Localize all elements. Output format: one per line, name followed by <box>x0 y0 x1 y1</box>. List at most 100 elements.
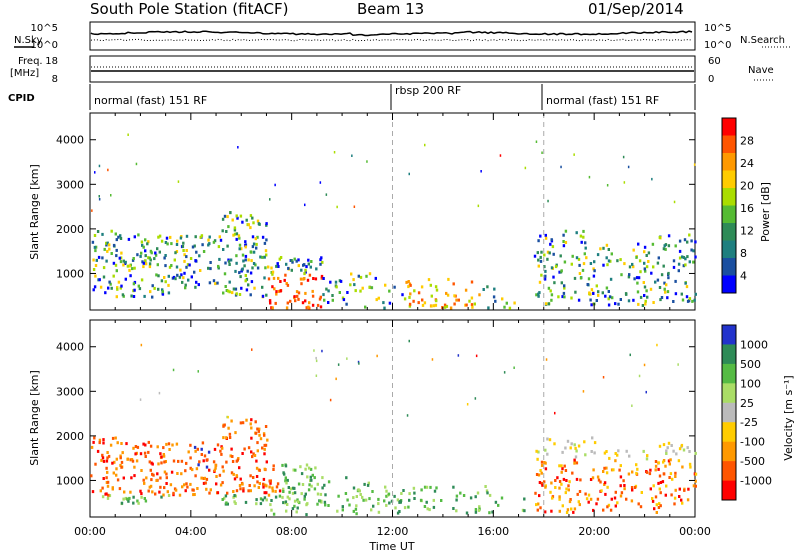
power-echo-cell <box>247 223 250 227</box>
power-echo-cell <box>677 269 680 273</box>
velocity-echo-cell <box>316 482 319 486</box>
velocity-echo-cell <box>659 504 662 508</box>
power-echo-cell <box>140 240 144 244</box>
power-echo-cell <box>429 283 432 287</box>
velocity-echo-cell <box>242 489 245 493</box>
power-echo-cell <box>194 235 197 239</box>
power-echo-cell <box>513 301 516 305</box>
velocity-echo-cell <box>271 486 274 490</box>
power-echo-cell <box>548 251 551 255</box>
velocity-echo-cell <box>259 497 263 501</box>
velocity-echo-cell <box>139 452 143 456</box>
power-echo-cell <box>533 254 537 258</box>
velocity-echo-cell <box>258 427 261 431</box>
power-echo-cell <box>443 305 447 309</box>
power-echo-cell <box>349 283 352 287</box>
velocity-echo-cell <box>560 464 563 468</box>
power-echo-cell <box>375 298 378 302</box>
power-echo-cell <box>597 290 600 294</box>
velocity-echo-cell <box>234 502 237 505</box>
power-echo-cell <box>194 285 197 289</box>
power-echo-cell <box>213 239 217 243</box>
power-echo-cell <box>322 277 325 280</box>
power-echo-cell <box>279 256 283 259</box>
power-echo-cell <box>582 229 585 233</box>
power-echo-cell <box>164 280 167 284</box>
power-echo-cell <box>564 241 568 244</box>
power-echo-cell <box>663 281 666 285</box>
velocity-echo-cell <box>622 479 625 483</box>
velocity-echo-cell <box>640 491 643 494</box>
colorbar-tick-label: 100 <box>740 377 761 390</box>
velocity-echo-cell <box>165 442 168 446</box>
power-echo-cell <box>235 214 238 218</box>
power-echo-cell <box>435 288 439 292</box>
power-echo-cell <box>275 264 278 268</box>
power-echo-cell <box>301 301 305 305</box>
power-echo-cell <box>164 254 167 257</box>
velocity-echo-cell <box>105 466 108 470</box>
velocity-echo-cell <box>394 506 397 510</box>
velocity-echo-cell <box>478 505 481 509</box>
velocity-echo-cell <box>540 471 543 475</box>
power-echo-cell <box>388 289 391 293</box>
velocity-echo-cell <box>287 486 290 489</box>
power-echo-cell <box>304 291 307 295</box>
power-echo-cell <box>226 244 229 248</box>
power-echo-cell <box>148 262 152 266</box>
power-echo-cell <box>421 298 424 302</box>
velocity-echo-cell <box>307 488 311 492</box>
velocity-echo-cell <box>256 427 259 431</box>
velocity-echo-cell <box>257 429 260 433</box>
velocity-echo-cell <box>201 441 205 445</box>
velocity-echo-cell <box>546 437 549 441</box>
power-echo-cell <box>180 273 183 277</box>
power-echo-cell <box>158 250 161 254</box>
velocity-echo-cell <box>255 459 258 463</box>
velocity-echo-cell <box>309 467 313 471</box>
power-echo-cell <box>590 303 593 307</box>
power-echo-cell <box>141 243 144 247</box>
velocity-echo-cell <box>643 363 646 367</box>
velocity-echo-cell <box>114 436 117 440</box>
velocity-echo-cell <box>675 452 678 456</box>
power-echo-cell <box>403 297 407 301</box>
velocity-echo-cell <box>565 487 568 491</box>
power-echo-cell <box>309 265 312 269</box>
velocity-echo-cell <box>259 502 263 506</box>
velocity-echo-cell <box>288 497 291 501</box>
power-echo-cell <box>311 303 315 307</box>
velocity-echo-cell <box>602 376 605 379</box>
colorbar-swatch <box>722 240 736 259</box>
power-echo-cell <box>694 255 697 259</box>
power-echo-cell <box>610 252 613 256</box>
velocity-echo-cell <box>658 474 662 478</box>
power-echo-cell <box>128 264 131 268</box>
power-echo-cell <box>607 303 611 307</box>
power-echo-cell <box>243 264 246 268</box>
power-echo-cell <box>447 277 450 281</box>
velocity-echo-cell <box>423 505 427 508</box>
power-echo-cell <box>304 203 306 207</box>
velocity-echo-cell <box>305 463 309 467</box>
power-echo-cell <box>116 287 119 291</box>
velocity-echo-cell <box>321 486 324 490</box>
velocity-echo-cell <box>214 466 217 470</box>
velocity-echo-cell <box>669 472 673 476</box>
power-echo-cell <box>122 259 125 263</box>
power-echo-cell <box>112 274 115 278</box>
power-echo-cell <box>540 250 543 254</box>
velocity-data-layer <box>90 339 698 517</box>
station-title: South Pole Station (fitACF) <box>90 0 288 18</box>
velocity-echo-cell <box>357 360 360 364</box>
velocity-echo-cell <box>589 478 593 481</box>
velocity-echo-cell <box>612 468 615 472</box>
power-echo-cell <box>409 283 412 287</box>
power-echo-cell <box>252 262 256 265</box>
power-echo-cell <box>106 249 109 253</box>
power-echo-cell <box>163 256 166 260</box>
velocity-echo-cell <box>536 457 539 461</box>
power-ylabel: Slant Range [km] <box>28 164 41 260</box>
power-echo-cell <box>560 165 562 169</box>
velocity-echo-cell <box>674 475 677 478</box>
